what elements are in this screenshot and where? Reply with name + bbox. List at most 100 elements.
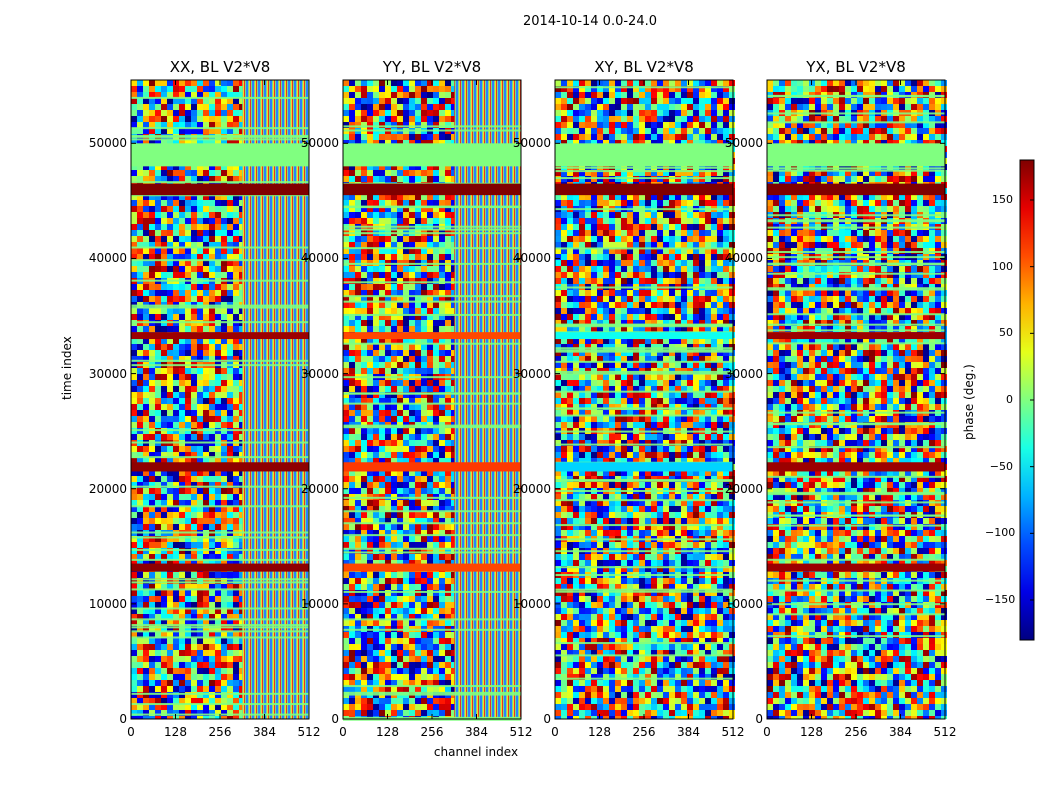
x-tick-label: 512 xyxy=(721,725,745,739)
phase-band xyxy=(343,332,521,340)
phase-band xyxy=(767,563,945,572)
flag-strip xyxy=(343,206,521,209)
flag-strip xyxy=(131,359,309,362)
y-tick-label: 20000 xyxy=(512,481,551,496)
colorbar-tick-label: −150 xyxy=(985,593,1016,606)
flag-strip xyxy=(555,208,733,211)
flag-strip xyxy=(767,635,945,638)
phase-band xyxy=(343,183,521,196)
colorbar-tick-label: 50 xyxy=(999,326,1013,340)
flag-strip xyxy=(555,566,733,569)
y-tick-label: 40000 xyxy=(512,251,551,266)
flag-strip xyxy=(343,628,521,631)
x-axis-label: channel index xyxy=(433,745,519,759)
x-tick-label: 512 xyxy=(297,725,321,739)
flag-strip xyxy=(555,350,733,353)
flag-strip xyxy=(343,685,521,688)
heatmap-panel-0 xyxy=(130,79,310,720)
flag-strip xyxy=(343,693,521,696)
y-tick-label: 30000 xyxy=(724,366,763,381)
colorbar-tick-label: 100 xyxy=(992,259,1013,273)
flag-strip xyxy=(555,590,733,593)
y-tick-label: 10000 xyxy=(300,596,339,611)
flag-strip xyxy=(555,86,733,89)
flag-strip xyxy=(555,430,733,433)
flag-strip xyxy=(555,323,733,326)
phase-band xyxy=(555,462,733,472)
flag-strip xyxy=(343,718,521,721)
flag-strip xyxy=(767,251,945,254)
x-tick-label: 384 xyxy=(465,725,488,739)
flag-strip xyxy=(343,392,521,395)
x-tick-label: 0 xyxy=(339,725,347,739)
flag-strip xyxy=(767,167,945,170)
flag-strip xyxy=(343,225,521,228)
flag-strip xyxy=(555,247,733,250)
flag-strip xyxy=(555,360,733,363)
figure-title: 2014-10-14 0.0-24.0 xyxy=(523,14,657,29)
flag-strip xyxy=(767,169,945,172)
flag-strip xyxy=(555,349,733,352)
colorbar-tick-label: 0 xyxy=(1006,393,1013,406)
flag-strip xyxy=(131,306,309,309)
flag-strip xyxy=(343,618,521,621)
flag-strip xyxy=(767,313,945,316)
flag-strip xyxy=(555,347,733,350)
flag-strip xyxy=(131,135,309,138)
flag-strip xyxy=(343,247,521,250)
flag-strip xyxy=(767,493,945,496)
flag-strip xyxy=(767,411,945,414)
flag-strip xyxy=(131,618,309,621)
flag-strip xyxy=(131,96,309,99)
flag-strip xyxy=(343,551,521,554)
flag-strip xyxy=(343,424,521,427)
flag-strip xyxy=(343,510,521,513)
panel-title-xy: XY, BL V2*V8 xyxy=(594,58,694,76)
flag-strip xyxy=(131,581,309,584)
phase-band xyxy=(555,183,733,196)
panel-title-yy: YY, BL V2*V8 xyxy=(382,58,482,76)
flag-strip xyxy=(131,279,309,282)
flag-strip xyxy=(343,590,521,593)
flag-strip xyxy=(131,558,309,561)
flag-strip xyxy=(767,94,945,97)
x-tick-label: 384 xyxy=(889,725,912,739)
y-tick-label: 30000 xyxy=(300,366,339,381)
fringe-region xyxy=(454,80,521,719)
flag-strip xyxy=(767,219,945,222)
flag-strip xyxy=(131,626,309,629)
x-tick-label: 128 xyxy=(588,725,611,739)
flag-strip xyxy=(131,692,309,695)
x-tick-label: 512 xyxy=(509,725,533,739)
flag-strip xyxy=(555,588,733,591)
phase-band xyxy=(343,143,521,167)
x-tick-label: 256 xyxy=(844,725,868,739)
flag-strip xyxy=(555,177,733,180)
y-tick-label: 0 xyxy=(755,712,763,726)
flag-strip xyxy=(767,226,945,229)
flag-strip xyxy=(131,505,309,508)
phase-band xyxy=(555,332,733,340)
flag-strip xyxy=(767,603,945,606)
panel-title-xx: XX, BL V2*V8 xyxy=(169,58,271,76)
flag-strip xyxy=(555,642,733,645)
flag-strip xyxy=(343,313,521,316)
flag-strip xyxy=(767,287,945,290)
y-tick-label: 40000 xyxy=(724,251,763,266)
colorbar-tick-label: −50 xyxy=(989,459,1013,473)
flag-strip xyxy=(131,259,309,262)
flag-strip xyxy=(131,703,309,706)
colorbar-tick-label: −100 xyxy=(985,526,1016,540)
x-tick-label: 256 xyxy=(632,725,656,739)
flag-strip xyxy=(555,574,733,577)
flag-strip xyxy=(131,636,309,639)
flag-strip xyxy=(343,295,521,298)
x-tick-label: 384 xyxy=(677,725,700,739)
y-tick-label: 0 xyxy=(331,712,339,726)
flag-strip xyxy=(343,129,521,132)
flag-strip xyxy=(131,485,309,488)
flag-strip xyxy=(555,166,733,169)
flag-strip xyxy=(555,170,733,173)
phase-band xyxy=(131,563,309,572)
flag-strip xyxy=(555,414,733,417)
